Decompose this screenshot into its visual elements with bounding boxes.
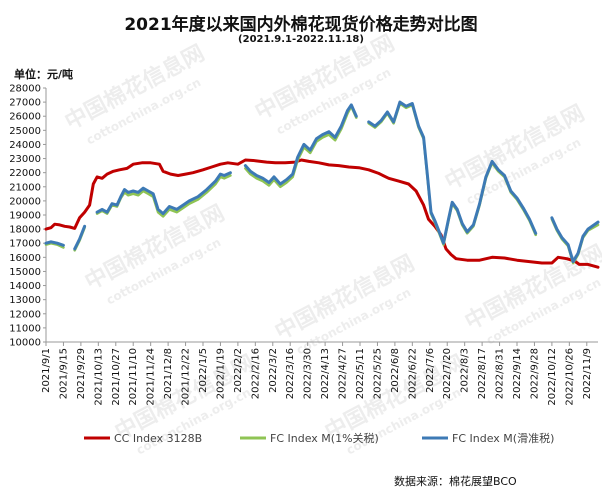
series-line-3	[44, 100, 600, 264]
x-tick-label: 2022/1/19	[215, 348, 226, 399]
chart-axes: 10000 11000 12000 13000 14000 15000 16000 17000…	[9, 84, 598, 406]
y-tick-label: 27000	[9, 98, 41, 109]
y-tick-label: 19000	[9, 211, 41, 222]
y-tick-label: 23000	[9, 154, 41, 165]
y-tick-label: 10000	[9, 338, 41, 349]
legend: CC Index 3128B FC Index M(1%关税) FC Index M…	[84, 431, 554, 445]
x-tick-label: 2022/3/16	[285, 348, 296, 399]
x-tick-label: 2022/7/20	[442, 348, 453, 399]
chart-subtitle: (2021.9.1-2022.11.18)	[238, 34, 364, 45]
y-axis-unit-label: 单位：元/吨	[14, 68, 74, 81]
legend-label-2: FC Index M(1%关税)	[270, 431, 379, 445]
y-tick-label: 26000	[9, 112, 41, 123]
y-tick-label: 16000	[9, 253, 41, 264]
y-tick-label: 13000	[9, 295, 41, 306]
y-tick-label: 28000	[9, 84, 41, 95]
x-tick-label: 2021/9/29	[76, 348, 87, 399]
legend-label-3: FC Index M(滑准税)	[452, 431, 554, 445]
x-tick-label: 2022/8/17	[477, 348, 488, 399]
x-tick-label: 2022/10/12	[547, 348, 558, 406]
x-tick-label: 2022/4/13	[320, 348, 331, 399]
y-tick-label: 21000	[9, 182, 41, 193]
y-tick-label: 22000	[9, 168, 41, 179]
x-tick-label: 2021/9/15	[58, 348, 69, 399]
x-tick-label: 2022/10/26	[564, 348, 575, 406]
x-tick-label: 2022/1/5	[198, 348, 209, 393]
x-tick-label: 2022/5/11	[355, 348, 366, 399]
x-tick-label: 2022/9/28	[529, 348, 540, 399]
chart-title: 2021年度以来国内外棉花现货价格走势对比图	[124, 15, 478, 35]
legend-label-1: CC Index 3128B	[114, 432, 202, 445]
y-tick-label: 17000	[9, 239, 41, 250]
y-tick-label: 12000	[9, 309, 41, 320]
series-line-1	[44, 158, 600, 269]
y-tick-label: 25000	[9, 126, 41, 137]
x-tick-label: 2022/9/14	[512, 348, 523, 399]
x-tick-label: 2022/3/30	[303, 348, 314, 399]
x-tick-label: 2022/7/6	[425, 348, 436, 393]
y-tick-label: 11000	[9, 323, 41, 334]
y-tick-label: 24000	[9, 140, 41, 151]
x-tick-label: 2021/12/8	[163, 348, 174, 399]
x-tick-label: 2022/8/31	[495, 348, 506, 399]
x-tick-label: 2022/6/8	[390, 348, 401, 393]
x-tick-label: 2021/10/13	[93, 348, 104, 406]
x-tick-label: 2021/11/10	[128, 348, 139, 406]
x-tick-label: 2022/2/2	[233, 348, 244, 393]
x-tick-label: 2022/6/22	[407, 348, 418, 399]
y-tick-label: 15000	[9, 267, 41, 278]
y-tick-label: 14000	[9, 281, 41, 292]
x-tick-label: 2022/5/25	[372, 348, 383, 399]
x-tick-label: 2022/11/9	[582, 348, 593, 399]
x-tick-label: 2022/8/3	[460, 348, 471, 393]
x-tick-label: 2021/12/22	[181, 348, 192, 406]
x-tick-label: 2021/10/27	[111, 348, 122, 406]
y-tick-label: 18000	[9, 225, 41, 236]
x-tick-label: 2022/2/16	[250, 348, 261, 399]
x-tick-label: 2022/4/27	[338, 348, 349, 399]
data-source-note: 数据来源：棉花展望BCO	[394, 475, 517, 488]
x-tick-label: 2021/9/1	[41, 348, 52, 393]
x-tick-label: 2022/3/2	[268, 348, 279, 393]
y-tick-label: 20000	[9, 196, 41, 207]
x-tick-label: 2021/11/24	[146, 348, 157, 406]
series-lines	[44, 100, 600, 269]
